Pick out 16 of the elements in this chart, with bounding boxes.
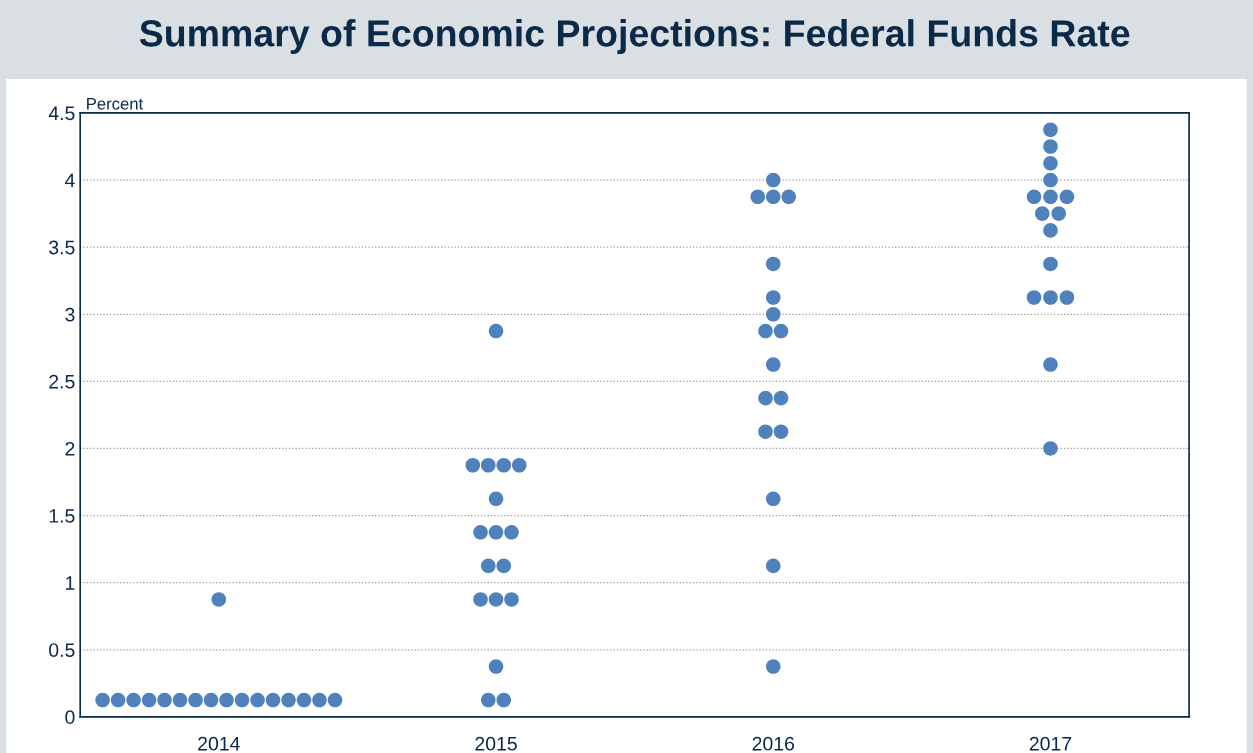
y-tick-label: 2.5 — [49, 374, 75, 389]
y-tick-label: 1.5 — [49, 509, 75, 523]
y-tick-label: 0 — [65, 710, 75, 725]
y-tick-label: 4 — [64, 173, 75, 188]
y-tick-label: 0.5 — [49, 643, 75, 657]
x-tick-label: 2016 — [752, 736, 795, 751]
y-tick-label: 4.5 — [48, 106, 75, 121]
x-tick-label: 2014 — [198, 736, 240, 751]
x-tick-label: 2017 — [1029, 736, 1072, 751]
y-axis-title: Percent — [87, 98, 144, 110]
y-tick-label: 1 — [66, 576, 75, 590]
y-tick-label: 2 — [65, 441, 75, 456]
x-tick-label: 2015 — [475, 736, 517, 751]
y-tick-label: 3 — [65, 307, 75, 322]
y-tick-label: 3.5 — [49, 240, 75, 255]
chart-title: Summary of Economic Projections: Federal Funds Rate — [139, 19, 1130, 55]
